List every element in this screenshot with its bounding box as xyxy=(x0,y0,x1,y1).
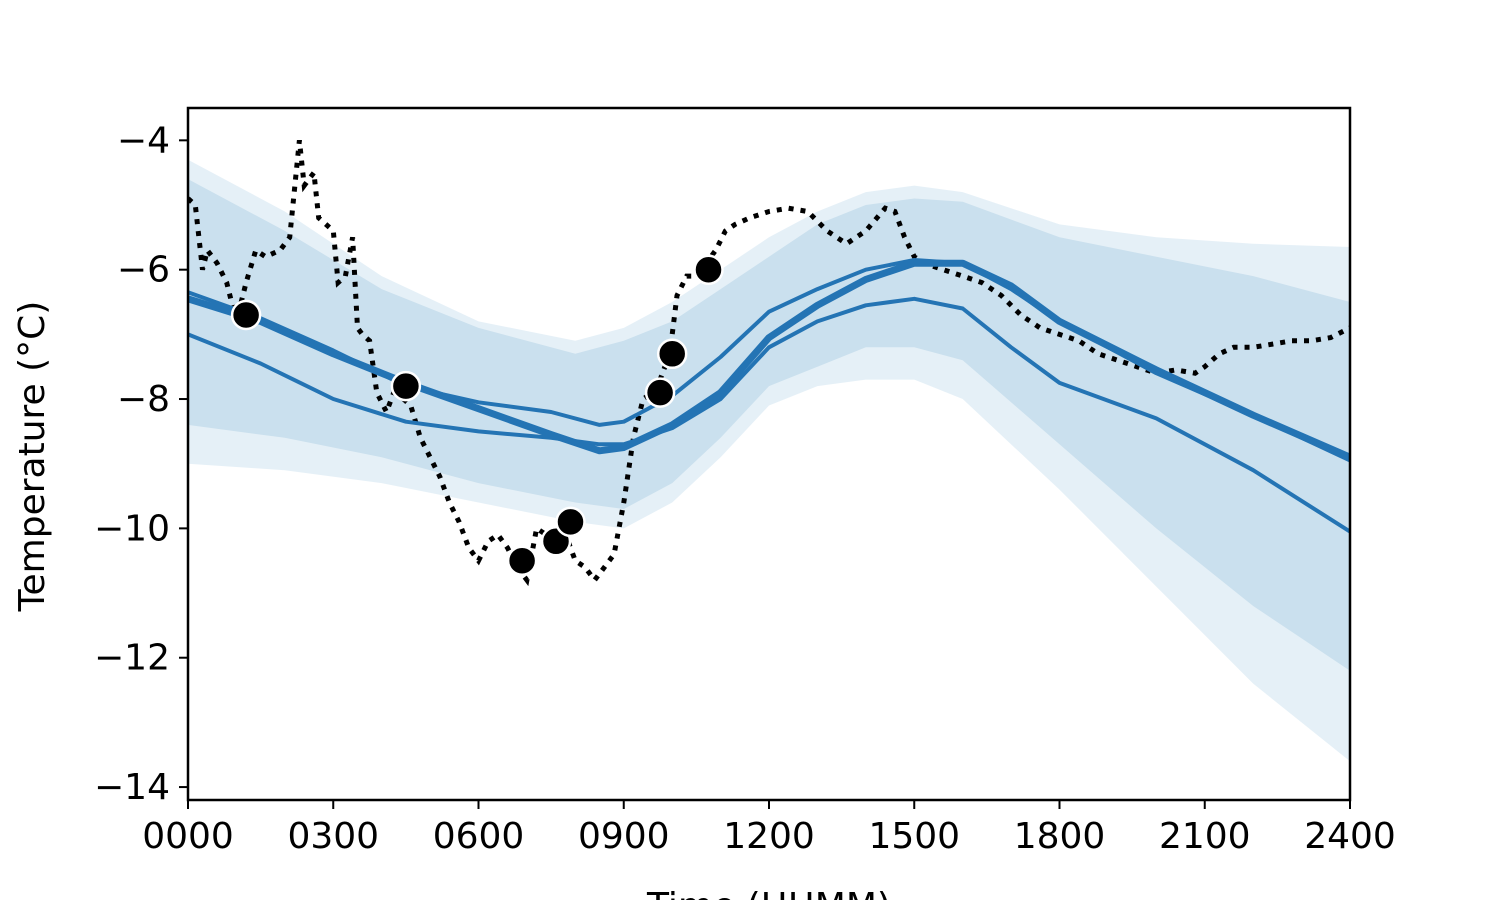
observed-temperature-line xyxy=(188,140,1350,587)
uncertainty-band-2 xyxy=(188,179,1350,671)
y-tick-label: −12 xyxy=(94,638,170,679)
axes: 0000 0300 0600 0900 1200 1500 1800 2100 2400 −4 −6… xyxy=(12,106,1396,900)
x-tick-label: 0600 xyxy=(433,816,525,857)
y-tick-label: −4 xyxy=(117,120,170,161)
observation-point xyxy=(390,370,422,402)
x-tick-label: 1500 xyxy=(868,816,960,857)
observation-point xyxy=(230,299,262,331)
x-tick-label: 2100 xyxy=(1159,816,1251,857)
x-tick-label: 2400 xyxy=(1304,816,1396,857)
x-tick-label: 0300 xyxy=(287,816,379,857)
x-tick-label: 1200 xyxy=(723,816,815,857)
observation-point xyxy=(644,377,676,408)
uncertainty-band-1 xyxy=(188,159,1350,762)
y-tick-label: −6 xyxy=(117,250,170,291)
x-tick-label: 0000 xyxy=(142,816,234,857)
observation-point xyxy=(656,338,688,370)
series-line-3 xyxy=(188,296,1350,534)
x-tick-label: 1800 xyxy=(1014,816,1106,857)
y-tick-label: −10 xyxy=(94,508,170,549)
x-tick-label: 0900 xyxy=(578,816,670,857)
plot-area xyxy=(188,140,1350,762)
y-axis-label: Temperature (°C) xyxy=(12,301,53,613)
x-axis-label: Time (HHMM) xyxy=(646,886,891,900)
y-tick-label: −14 xyxy=(94,767,170,808)
observation-point xyxy=(506,545,538,576)
y-tick-label: −8 xyxy=(117,379,170,420)
observation-point xyxy=(693,254,724,285)
observation-point xyxy=(555,506,586,538)
